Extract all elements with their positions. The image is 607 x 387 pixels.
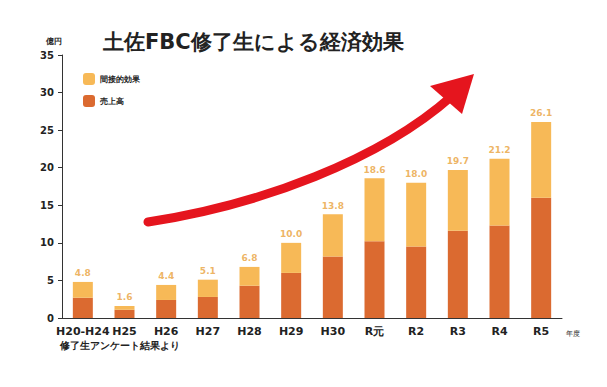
svg-text:4.8: 4.8 [75,268,91,278]
svg-text:18.6: 18.6 [363,165,385,175]
svg-text:年度: 年度 [566,330,580,338]
svg-text:4.4: 4.4 [158,271,174,281]
svg-text:19.7: 19.7 [447,156,469,166]
svg-text:R3: R3 [450,325,466,338]
svg-text:R5: R5 [533,325,549,338]
svg-text:20: 20 [40,162,54,173]
svg-text:30: 30 [40,87,54,98]
svg-text:H26: H26 [154,325,179,338]
svg-text:5.1: 5.1 [200,266,216,276]
svg-text:土佐FBC修了生による経済効果: 土佐FBC修了生による経済効果 [102,30,404,54]
svg-text:修了生アンケート結果より: 修了生アンケート結果より [59,340,180,351]
svg-text:H28: H28 [237,325,262,338]
svg-text:21.2: 21.2 [488,145,510,155]
svg-text:10: 10 [40,237,54,248]
svg-text:R4: R4 [491,325,507,338]
svg-text:1.6: 1.6 [117,292,133,302]
svg-text:間接的効果: 間接的効果 [100,75,141,84]
svg-text:H29: H29 [279,325,304,338]
svg-text:35: 35 [40,50,54,61]
svg-text:6.8: 6.8 [242,253,258,263]
svg-text:13.8: 13.8 [322,201,344,211]
svg-text:億円: 億円 [45,37,62,46]
svg-text:R元: R元 [365,325,384,338]
svg-text:26.1: 26.1 [530,108,552,118]
svg-text:H25: H25 [112,325,137,338]
svg-text:5: 5 [47,275,54,286]
svg-text:H20-H24: H20-H24 [56,325,110,338]
svg-text:H30: H30 [321,325,346,338]
svg-text:H27: H27 [196,325,221,338]
svg-text:売上高: 売上高 [100,96,124,106]
svg-text:18.0: 18.0 [405,169,427,179]
svg-text:0: 0 [47,313,54,324]
svg-text:15: 15 [40,200,54,211]
svg-text:R2: R2 [408,325,424,338]
svg-text:10.0: 10.0 [280,229,302,239]
svg-text:25: 25 [40,125,54,136]
